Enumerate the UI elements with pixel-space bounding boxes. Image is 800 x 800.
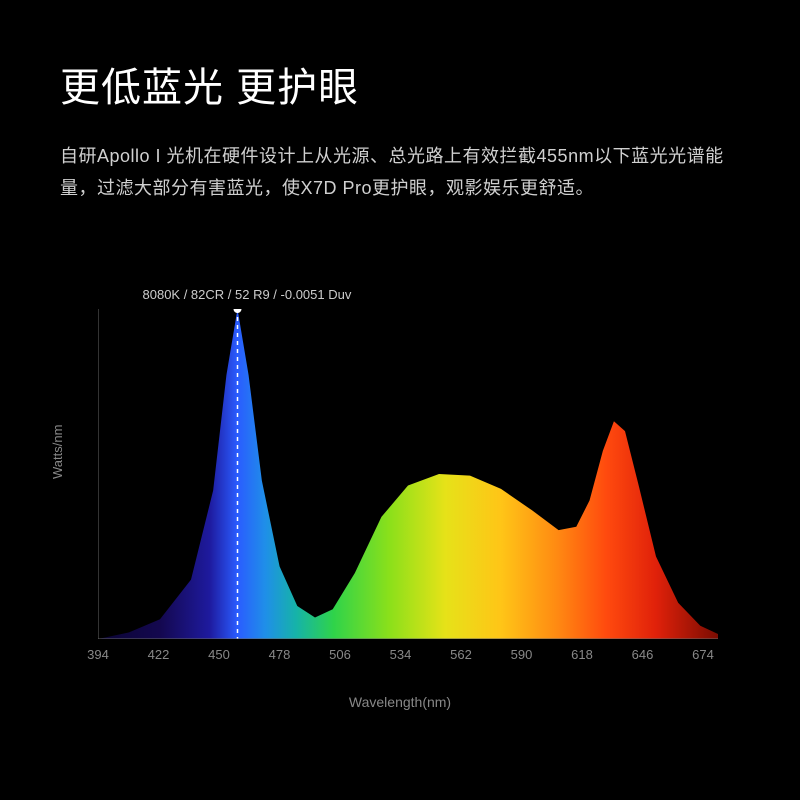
peak-annotation-text: 8080K / 82CR / 52 R9 / -0.0051 Duv — [143, 287, 352, 302]
spectrum-plot-svg — [98, 309, 718, 639]
peak-marker-dot — [234, 309, 242, 313]
x-tick: 394 — [83, 647, 113, 662]
x-axis-label: Wavelength(nm) — [60, 694, 740, 710]
description-text: 自研Apollo I 光机在硬件设计上从光源、总光路上有效拦截455nm以下蓝光… — [60, 141, 740, 204]
spectrum-area — [98, 309, 718, 639]
x-tick: 422 — [144, 647, 174, 662]
x-tick: 478 — [265, 647, 295, 662]
x-tick: 534 — [386, 647, 416, 662]
x-tick: 506 — [325, 647, 355, 662]
x-tick: 450 — [204, 647, 234, 662]
y-axis-label: Watts/nm — [50, 425, 65, 479]
x-tick: 674 — [688, 647, 718, 662]
spectrum-chart: Watts/nm 8080K / 82CR / 52 R9 / -0.0051 … — [60, 309, 740, 729]
x-tick: 590 — [507, 647, 537, 662]
x-tick: 646 — [628, 647, 658, 662]
x-axis-ticks: 394422450478506534562590618646674 — [98, 647, 718, 662]
x-tick: 562 — [446, 647, 476, 662]
page-title: 更低蓝光 更护眼 — [60, 55, 740, 113]
x-tick: 618 — [567, 647, 597, 662]
